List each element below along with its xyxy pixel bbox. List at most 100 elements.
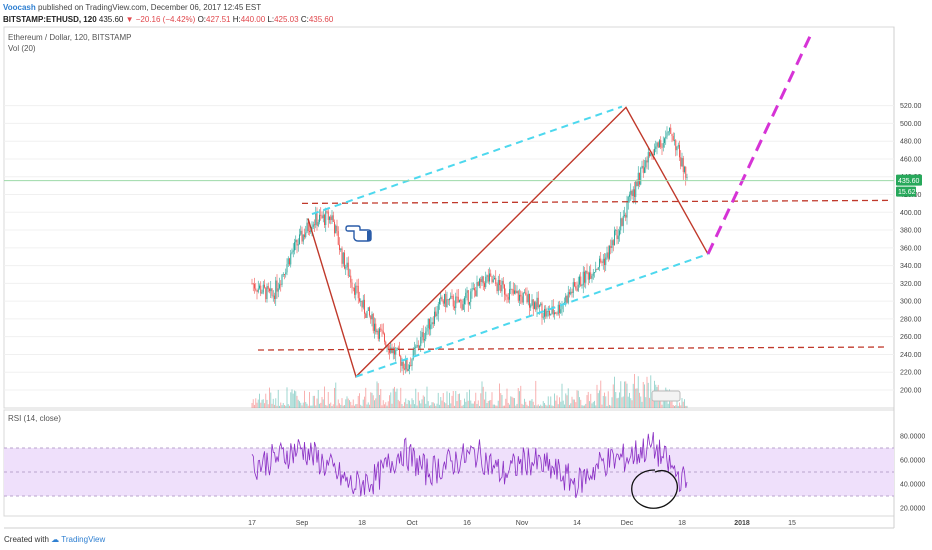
candle-body xyxy=(347,262,349,276)
time-tick-label: Oct xyxy=(407,520,418,527)
candle-body xyxy=(497,280,499,292)
volume-bar xyxy=(449,392,450,408)
volume-bar xyxy=(359,393,360,408)
candle-body xyxy=(394,348,395,355)
candle-body xyxy=(374,323,375,331)
volume-bar xyxy=(299,401,300,408)
candle-body xyxy=(540,303,542,306)
candle-body xyxy=(289,258,290,265)
volume-bar xyxy=(536,405,538,408)
volume-bar xyxy=(612,384,614,408)
candle-body xyxy=(499,280,500,286)
candle-body xyxy=(527,293,529,303)
candle-body xyxy=(267,286,269,289)
volume-bar xyxy=(495,405,497,408)
volume-bar xyxy=(546,405,548,408)
candle-body xyxy=(451,295,453,297)
volume-bar xyxy=(511,396,513,408)
volume-bar xyxy=(460,400,462,408)
volume-bar xyxy=(384,404,385,408)
volume-bar xyxy=(652,395,654,408)
volume-bar xyxy=(401,404,403,408)
candle-body xyxy=(452,296,454,307)
candle-body xyxy=(572,282,574,293)
symbol-name: BITSTAMP:ETHUSD, 120 xyxy=(3,15,97,24)
candle-body xyxy=(352,287,354,289)
candle-body xyxy=(489,273,490,282)
price-tick-label: 200.00 xyxy=(900,388,922,395)
volume-bar xyxy=(650,375,652,408)
footer-brand-link[interactable]: TradingView xyxy=(61,535,106,544)
volume-bar xyxy=(600,380,602,408)
candle-body xyxy=(551,306,553,314)
volume-bar xyxy=(469,389,470,408)
volume-bar xyxy=(264,403,265,408)
volume-bar xyxy=(671,395,673,408)
candle-body xyxy=(681,158,683,167)
volume-bar xyxy=(611,397,613,408)
candle-body xyxy=(397,347,399,350)
volume-bar xyxy=(307,405,309,408)
candle-body xyxy=(301,230,303,242)
volume-bar xyxy=(394,386,395,408)
volume-bar xyxy=(327,391,329,408)
candle-body xyxy=(265,287,267,300)
candle-body xyxy=(509,289,510,300)
candle-body xyxy=(327,211,329,220)
volume-bar xyxy=(374,400,375,408)
volume-bar xyxy=(607,391,609,408)
candle-body xyxy=(474,288,475,291)
volume-bar xyxy=(411,398,413,408)
candle-body xyxy=(534,302,535,309)
candle-body xyxy=(359,298,360,302)
rsi-legend: RSI (14, close) xyxy=(8,414,61,423)
candle-body xyxy=(554,312,555,315)
time-tick-label: 18 xyxy=(678,520,686,527)
candle-body xyxy=(482,276,484,284)
candle-body xyxy=(619,230,620,236)
candle-body xyxy=(331,215,333,221)
price-tick-label: 380.00 xyxy=(900,228,922,235)
projection-line xyxy=(706,31,814,255)
price-tick-label: 260.00 xyxy=(900,334,922,341)
candle-body xyxy=(649,152,650,157)
volume-bar xyxy=(562,400,564,408)
candle-body xyxy=(650,153,652,157)
volume-bar xyxy=(477,400,479,408)
candle-body xyxy=(547,310,549,312)
volume-bar xyxy=(475,392,477,408)
candle-body xyxy=(312,224,314,228)
author-link[interactable]: Voocash xyxy=(3,3,36,12)
volume-bar xyxy=(626,383,628,408)
price-tick-label: 340.00 xyxy=(900,263,922,270)
volume-bar xyxy=(314,395,315,408)
volume-bar xyxy=(420,403,422,408)
candle-body xyxy=(281,274,283,285)
candle-body xyxy=(617,235,619,240)
candle-body xyxy=(624,214,625,216)
candle-body xyxy=(261,292,263,294)
volume-bar xyxy=(472,403,474,408)
candle-body xyxy=(602,258,604,263)
publish-text: published on TradingView.com, December 0… xyxy=(35,3,262,12)
candle-body xyxy=(307,222,309,231)
volume-bar xyxy=(457,394,459,408)
candle-body xyxy=(627,196,629,203)
volume-bar xyxy=(430,405,432,408)
candle-body xyxy=(339,244,340,250)
price-tick-label: 460.00 xyxy=(900,156,922,163)
candle-body xyxy=(539,305,540,307)
volume-bar xyxy=(309,392,310,408)
volume-bar xyxy=(471,403,473,408)
candle-body xyxy=(335,225,337,234)
volume-bar xyxy=(320,402,322,408)
volume-bar xyxy=(266,399,268,408)
volume-bar xyxy=(459,393,460,408)
candle-body xyxy=(584,271,585,283)
volume-bar xyxy=(302,402,304,408)
volume-bar xyxy=(465,401,467,408)
volume-bar xyxy=(454,405,455,408)
volume-bar xyxy=(354,405,355,408)
volume-bar xyxy=(322,399,324,408)
